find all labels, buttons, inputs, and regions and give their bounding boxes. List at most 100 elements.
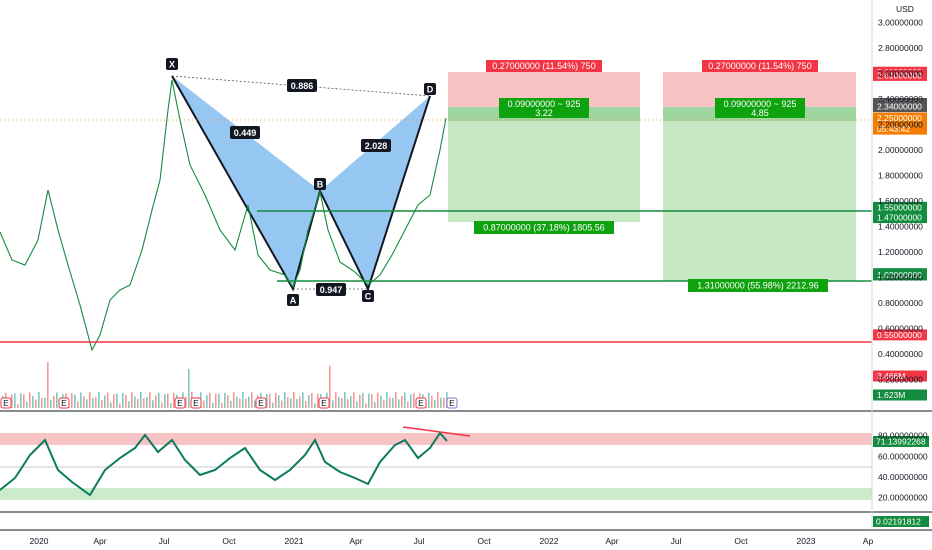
volume-bar [119, 403, 121, 408]
volume-bar [50, 399, 52, 408]
price-tag-label: 1.02000000 [877, 270, 922, 280]
x-tick-label: Oct [222, 536, 236, 546]
volume-bar [248, 396, 250, 408]
volume-bar [215, 393, 217, 408]
volume-bar [17, 403, 19, 408]
x-tick-label: Oct [734, 536, 748, 546]
earnings-marker-label: E [3, 398, 9, 408]
volume-bar [308, 394, 310, 408]
pattern-point-badge [314, 178, 326, 190]
volume-bar [341, 398, 343, 408]
volume-bar [254, 400, 256, 408]
rsi-tick-label: 40.00000000 [878, 472, 928, 482]
volume-bar [77, 401, 79, 408]
ratio-badge [287, 79, 317, 92]
volume-bar [152, 400, 154, 408]
target-label: 1.31000000 (55.98%) 2212.96 [697, 281, 819, 291]
target-zone-1 [448, 121, 640, 222]
y-tick-label: 3.00000000 [878, 18, 923, 28]
volume-bar [23, 394, 25, 408]
volume-bar [83, 396, 85, 408]
volume-bar [269, 393, 271, 408]
volume-bar [170, 403, 172, 408]
price-tag: 1.55000000 [873, 201, 927, 213]
volume-bar [98, 392, 100, 408]
earnings-marker-label: E [193, 398, 199, 408]
y-tick-label: 0.80000000 [878, 298, 923, 308]
price-tag-bg [873, 212, 927, 224]
rsi-tick-label: 60.00000000 [878, 451, 928, 461]
volume-bar [293, 392, 295, 408]
volume-bar [371, 394, 373, 408]
volume-bar [278, 395, 280, 408]
y-tick-label: 2.00000000 [878, 145, 923, 155]
volume-bar [203, 400, 205, 408]
volume-bar [104, 395, 106, 408]
rr-label: 3.22 [535, 108, 553, 118]
volume-bar [434, 399, 436, 408]
price-tag-bg [873, 101, 927, 113]
volume-bar [359, 394, 361, 408]
volume-bar [224, 392, 226, 408]
y-tick-label: 0.60000000 [878, 324, 923, 334]
volume-bar [92, 398, 94, 408]
earnings-marker [190, 397, 202, 409]
x-tick-label: Oct [477, 536, 491, 546]
volume-bar [167, 393, 169, 408]
volume-bar [20, 393, 22, 408]
price-tag-label: 1.47000000 [877, 213, 922, 223]
pattern-point-label: A [290, 296, 297, 306]
ratio-badge [230, 126, 260, 139]
price-tag: 2.61000000 [873, 69, 927, 81]
volume-bar [362, 393, 364, 408]
volume-bar [407, 401, 409, 408]
price-tag: 1.47000000 [873, 212, 927, 224]
volume-bar [71, 393, 73, 408]
volume-bar [443, 397, 445, 408]
volume-bar [53, 395, 55, 408]
volume-bar [335, 392, 337, 408]
stop-label-box: 0.27000000 (11.54%) 750 [702, 60, 818, 72]
volume-bar [239, 398, 241, 408]
xab-triangle [172, 76, 320, 289]
volume-bar [230, 400, 232, 408]
ratio-label: 0.449 [234, 128, 257, 138]
volume-bar [290, 398, 292, 408]
earnings-marker-upcoming [446, 397, 458, 409]
price-tag: 1.623M [873, 389, 927, 401]
bcd-triangle [320, 96, 430, 289]
volume-bar [440, 397, 442, 408]
pattern-point-label: D [427, 85, 434, 95]
volume-bar [392, 397, 394, 408]
volume-bar [56, 392, 58, 408]
volume-bar [302, 392, 304, 408]
volume-bar [131, 392, 133, 408]
x-tick-label: Jul [159, 536, 170, 546]
y-tick-label: 1.40000000 [878, 222, 923, 232]
volume-bar [89, 392, 91, 408]
qty-label-bg [499, 98, 589, 118]
pattern-point-badge [166, 58, 178, 70]
rr-label: 4.85 [751, 108, 769, 118]
volume-bar [38, 392, 40, 408]
y-tick-label: 2.60000000 [878, 69, 923, 79]
y-tick-label: 2.20000000 [878, 120, 923, 130]
earnings-marker-label: E [177, 398, 183, 408]
volume-bar [128, 401, 130, 408]
volume-bar [395, 392, 397, 408]
target-label-bg [474, 221, 614, 234]
price-series [0, 79, 447, 352]
volume-bar [26, 401, 28, 408]
rsi-tick-label: 80.00000000 [878, 431, 928, 441]
volume-bar [185, 396, 187, 408]
rsi-divergence-line [402, 426, 471, 437]
y-tick-label: 1.60000000 [878, 196, 923, 206]
pattern-point-badge [424, 83, 436, 95]
rsi-tag-bg [873, 436, 929, 447]
stop-label-bg [702, 60, 818, 72]
x-tick-label: Jul [671, 536, 682, 546]
x-tick-label: 2021 [285, 536, 304, 546]
